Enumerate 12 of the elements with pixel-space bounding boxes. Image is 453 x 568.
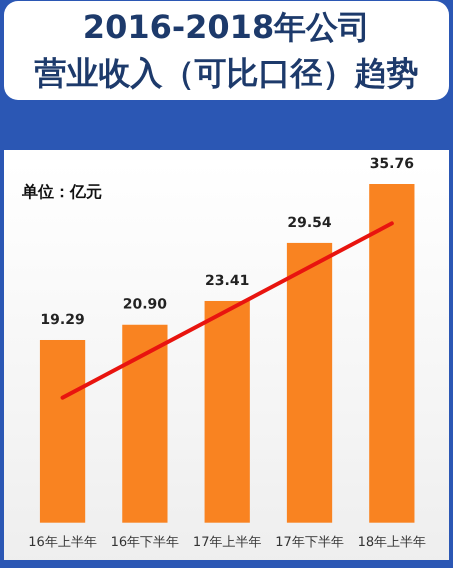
title: 2016-2018年公司营业收入（可比口径）趋势 — [34, 8, 418, 92]
category-label: 17年上半年 — [192, 535, 262, 550]
category-label: 16年上半年 — [28, 535, 97, 550]
data-label: 23.41 — [205, 272, 250, 289]
annotation: 单位：亿元 — [22, 182, 102, 201]
data-label: 19.29 — [40, 312, 85, 328]
category-label: 18年上半年 — [358, 535, 426, 550]
category-label: 17年下半年 — [275, 535, 344, 550]
data-label: 20.90 — [122, 296, 168, 313]
data-label: 29.54 — [287, 214, 332, 231]
category-label: 16年下半年 — [110, 535, 180, 550]
data-label: 35.76 — [370, 156, 414, 172]
